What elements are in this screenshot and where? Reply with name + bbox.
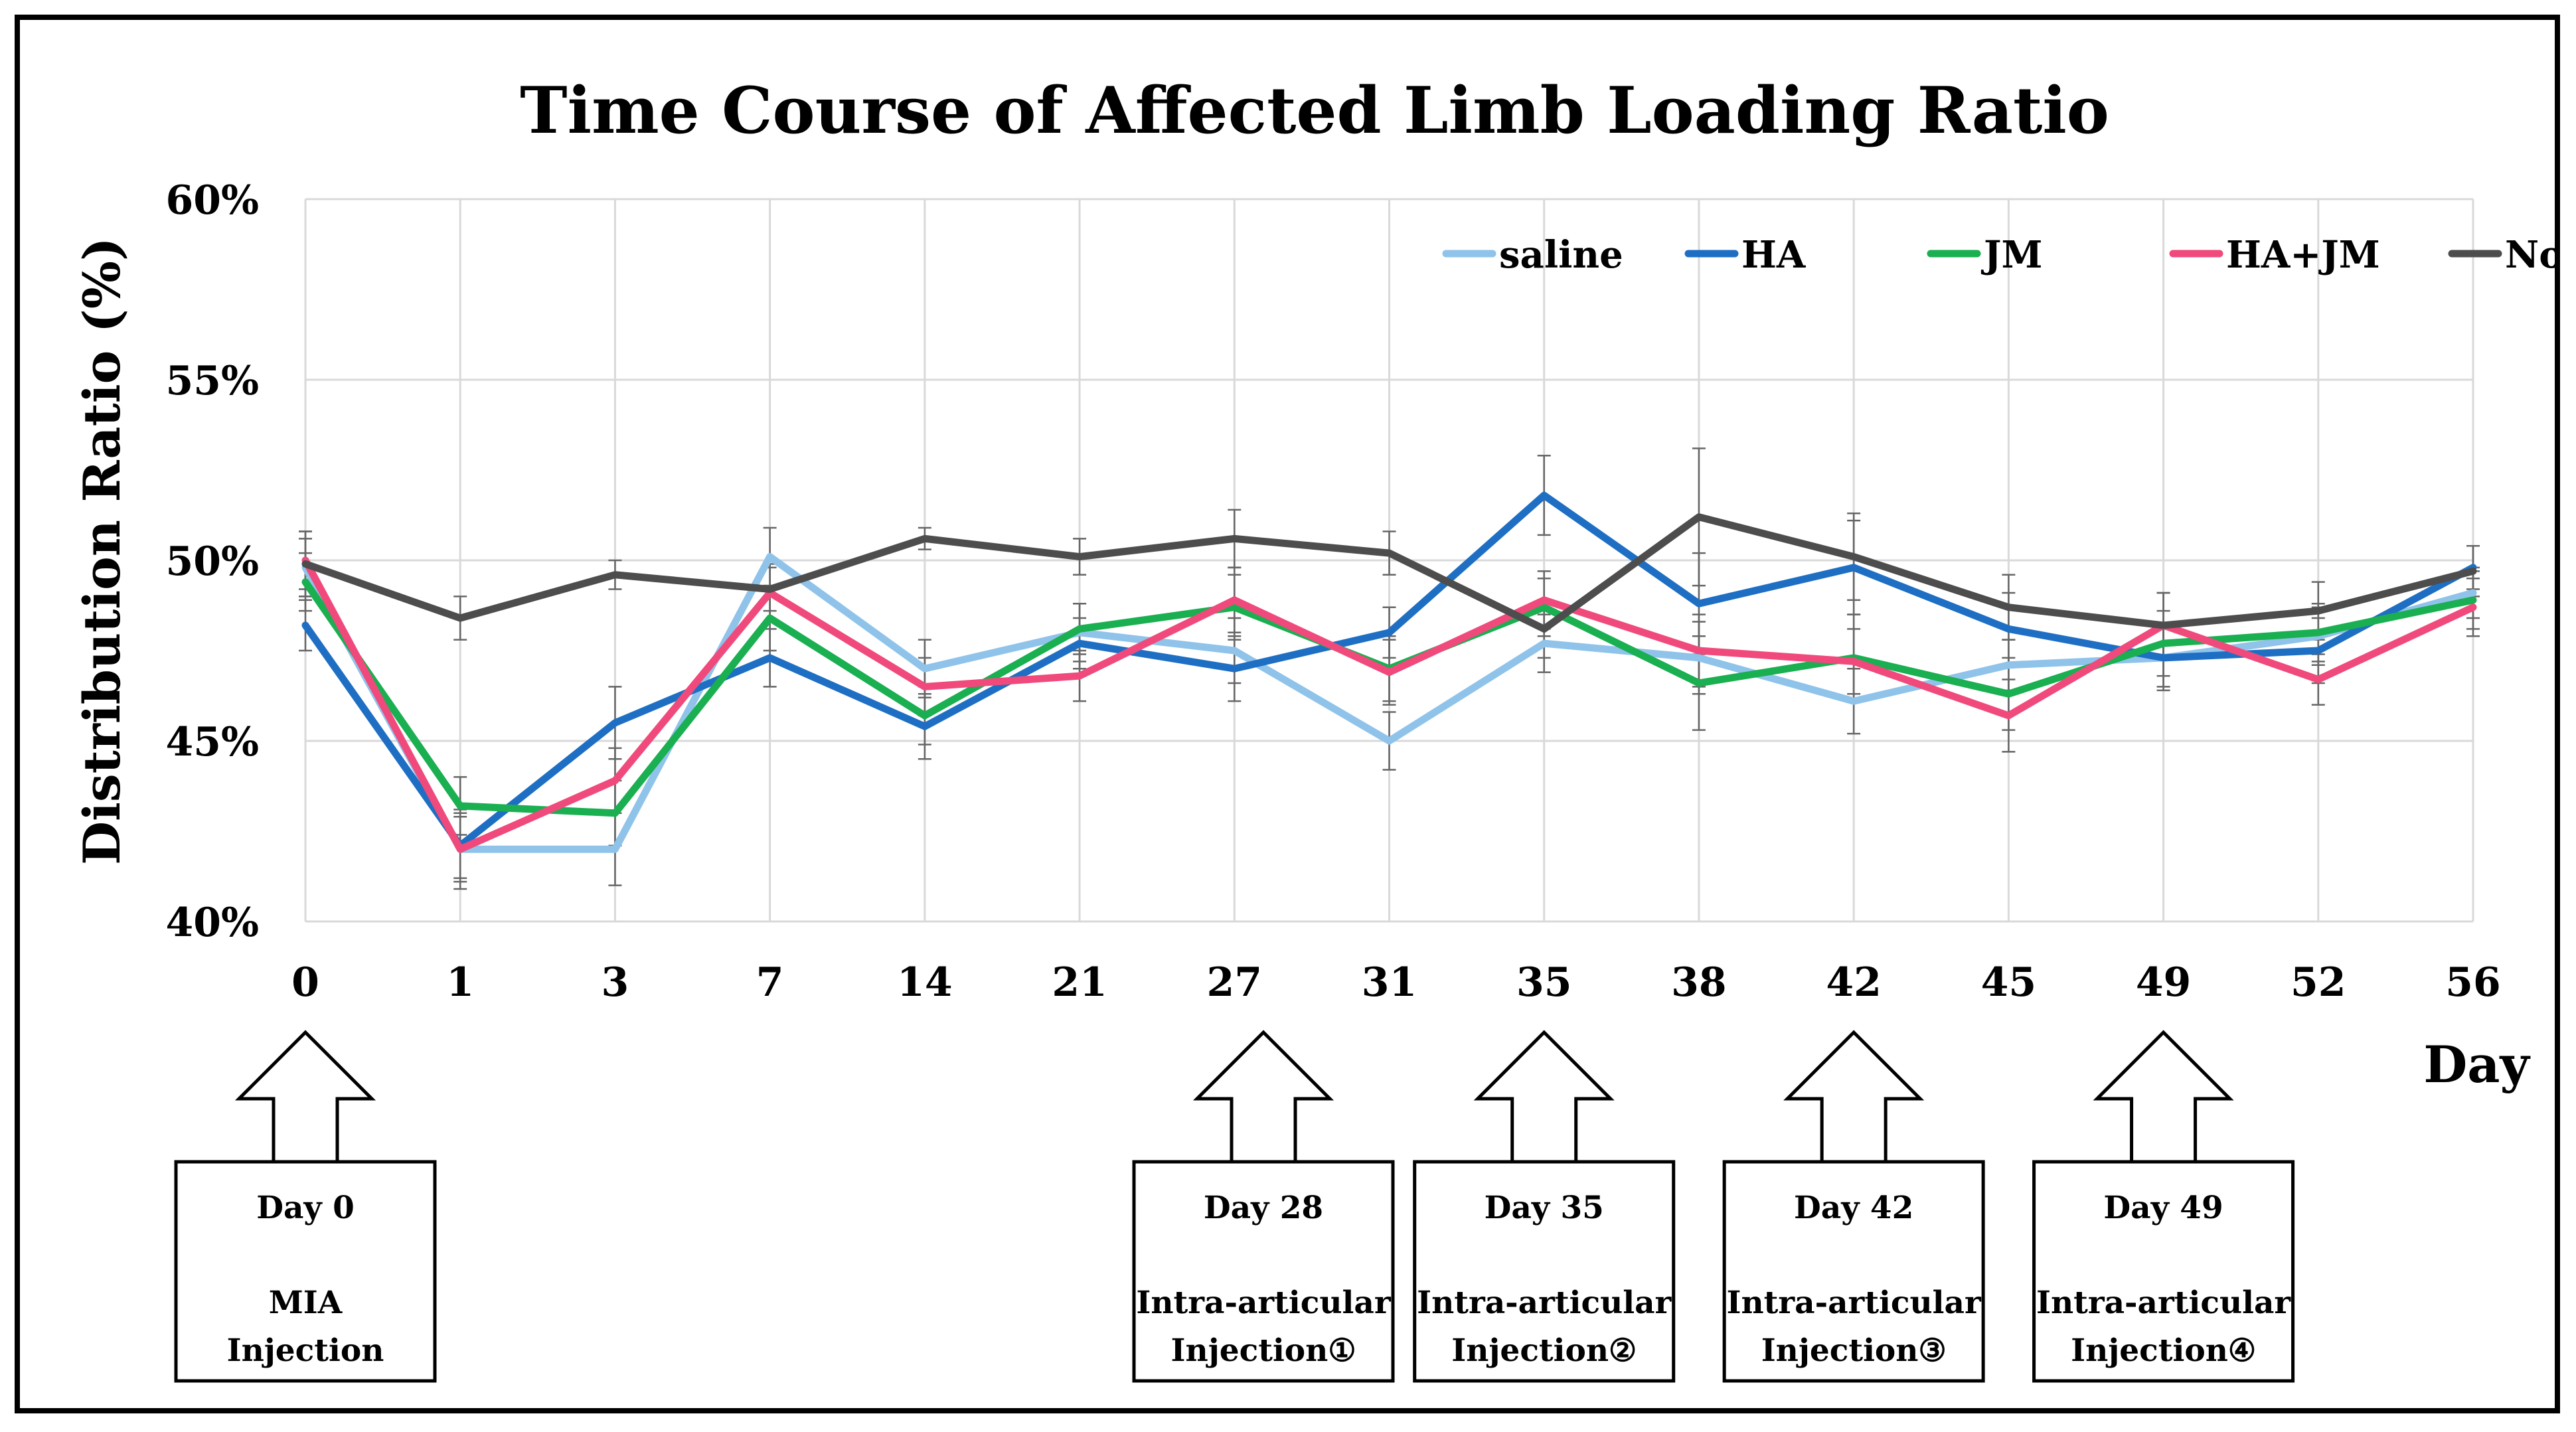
x-tick-label: 7	[756, 959, 784, 1006]
x-tick-label: 42	[1826, 959, 1882, 1006]
annotation-box	[174, 1160, 437, 1383]
x-tick-label: 27	[1207, 959, 1263, 1006]
annotation-arrow	[1473, 1030, 1615, 1164]
annotation-date: Day 49	[2103, 1190, 2223, 1226]
x-tick-label: 56	[2445, 959, 2501, 1006]
x-tick-label: 52	[2291, 959, 2346, 1006]
y-tick-label: 60%	[165, 177, 259, 224]
x-tick-labels: 0 1 3 7 14 21 27 31 35 38 42 45 49 52 56	[291, 959, 2501, 1006]
legend-label: saline	[1499, 233, 1623, 277]
annotation-line1: Intra-articular	[1417, 1285, 1672, 1321]
legend-label: Normal	[2505, 233, 2555, 277]
x-tick-label: 3	[602, 959, 629, 1006]
chart: Time Course of Affected Limb Loading Rat…	[72, 73, 2576, 1383]
x-tick-label: 38	[1671, 959, 1727, 1006]
x-tick-label: 45	[1981, 959, 2037, 1006]
annotation-line1: Intra-articular	[1727, 1285, 1982, 1321]
annotation-line2: Injection③	[1761, 1332, 1947, 1369]
y-tick-labels: 40% 45% 50% 55% 60%	[165, 177, 259, 946]
y-axis-title: Distribution Ratio (%)	[72, 237, 131, 865]
annotation-arrow	[1192, 1030, 1334, 1164]
annotation-date: Day 42	[1794, 1190, 1913, 1226]
y-tick-label: 45%	[165, 719, 259, 765]
annotation-line2: Injection④	[2071, 1332, 2256, 1369]
y-tick-label: 55%	[165, 358, 259, 404]
x-axis-title: Day	[2423, 1035, 2530, 1094]
annotation-box	[1413, 1160, 1676, 1383]
annotation-line1: Intra-articular	[1136, 1285, 1391, 1321]
series-lines	[301, 491, 2477, 853]
x-tick-label: 21	[1052, 959, 1107, 1006]
legend-label: JM	[1980, 233, 2042, 277]
x-tick-label: 31	[1362, 959, 1417, 1006]
annotation-arrow	[2093, 1030, 2234, 1164]
x-tick-label: 49	[2136, 959, 2192, 1006]
legend-label: HA	[1741, 233, 1807, 277]
x-tick-label: 0	[291, 959, 319, 1006]
series-line-normal	[301, 513, 2477, 633]
annotation-date: Day 28	[1204, 1190, 1323, 1226]
x-tick-label: 35	[1516, 959, 1572, 1006]
annotation-box	[1722, 1160, 1985, 1383]
annotation-line2: Injection②	[1451, 1332, 1637, 1369]
x-tick-label: 14	[897, 959, 953, 1006]
annotation-line1: Intra-articular	[2036, 1285, 2291, 1321]
annotation-box	[2032, 1160, 2295, 1383]
annotation-arrow	[234, 1030, 376, 1164]
figure-frame: Time Course of Affected Limb Loading Rat…	[15, 15, 2576, 1413]
annotation-arrow	[1783, 1030, 1925, 1164]
y-tick-label: 50%	[165, 538, 259, 585]
legend-label: HA+JM	[2226, 233, 2380, 277]
annotation-line2: Injection①	[1171, 1332, 1356, 1369]
series-line-ha-jm	[301, 556, 2477, 853]
annotation-line1: MIA	[269, 1285, 343, 1321]
annotation-box	[1132, 1160, 1395, 1383]
chart-title: Time Course of Affected Limb Loading Rat…	[520, 73, 2109, 148]
legend: saline HA JM HA+JM Normal	[1442, 233, 2576, 277]
annotation-date: Day 0	[256, 1190, 355, 1226]
series-line-ha	[301, 491, 2477, 850]
annotation-line2: Injection	[227, 1332, 384, 1369]
annotations: Day 0 MIA Injection Day 28 Intra-articular In…	[174, 1030, 2295, 1383]
annotation-date: Day 35	[1485, 1190, 1604, 1226]
y-tick-label: 40%	[165, 900, 259, 946]
x-tick-label: 1	[446, 959, 474, 1006]
